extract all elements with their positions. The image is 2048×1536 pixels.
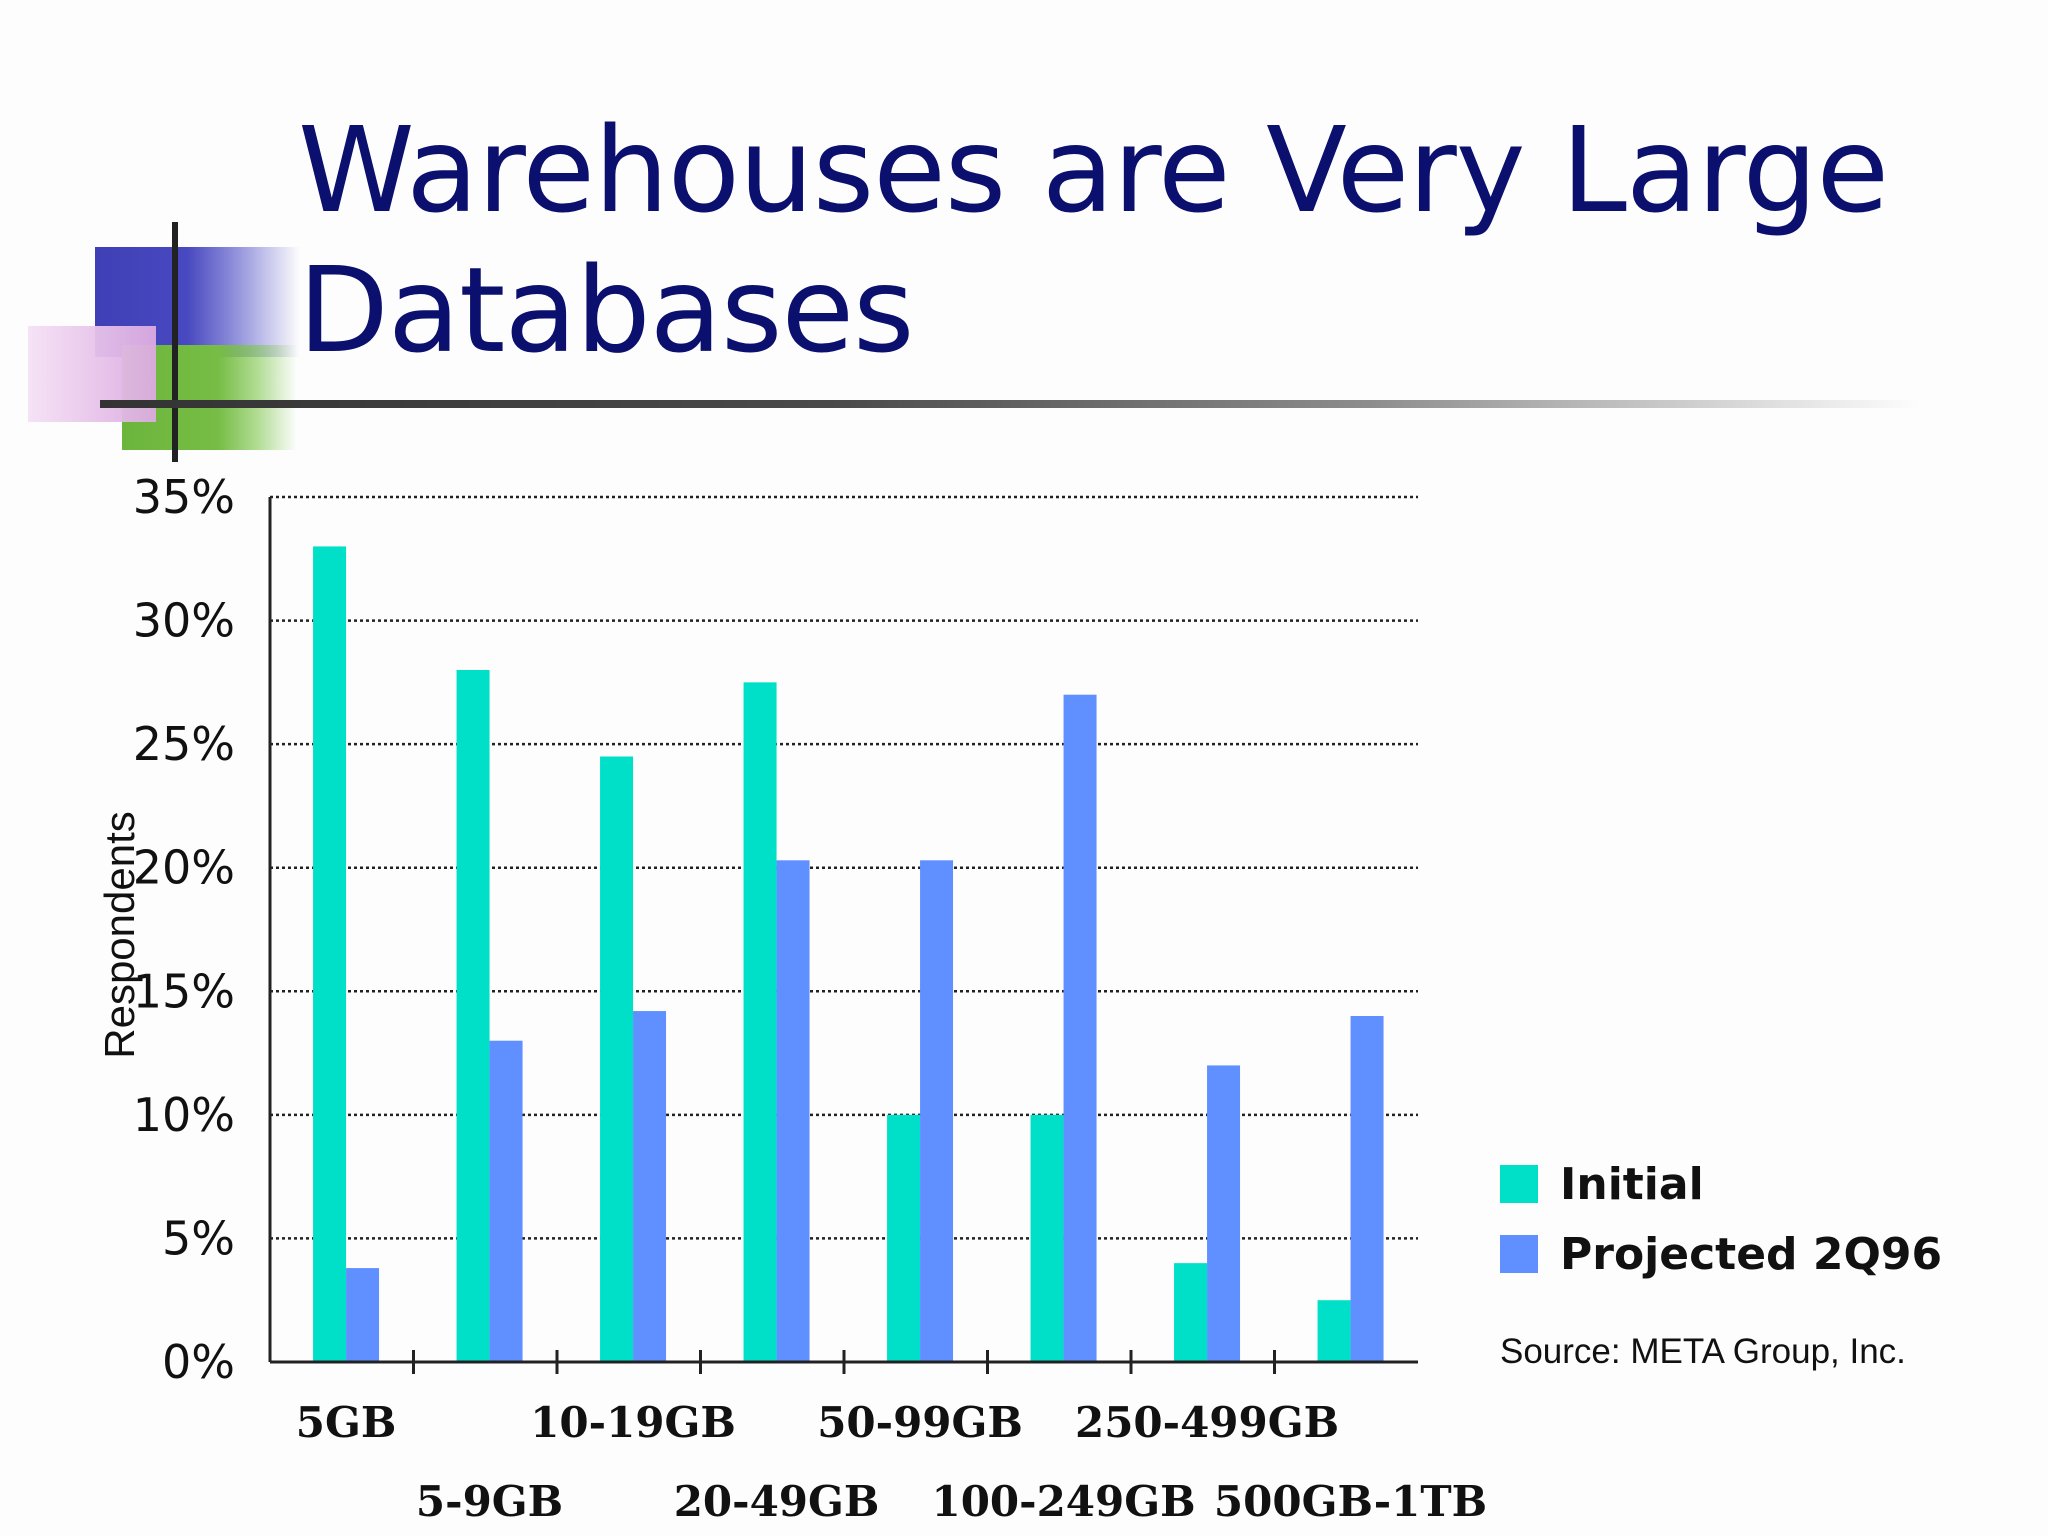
y-tick-label: 0% <box>162 1335 235 1389</box>
x-category-label: 10-19GB <box>530 1398 736 1447</box>
legend-label-projected: Projected 2Q96 <box>1560 1228 1943 1280</box>
slide-title-line-2: Databases <box>298 241 915 379</box>
bar-projected-7 <box>1350 1016 1384 1362</box>
bar-projected-0 <box>346 1268 380 1362</box>
bar-initial-3 <box>743 682 777 1362</box>
legend-item-projected: Projected 2Q96 <box>1500 1228 1943 1280</box>
chart-category-labels: 5GB 5-9GB 10-19GB 20-49GB 50-99GB 100-249GB 25… <box>296 1398 1487 1526</box>
bar-initial-2 <box>600 756 634 1362</box>
bar-projected-4 <box>920 860 954 1362</box>
chart-gridlines <box>270 495 1418 1240</box>
y-tick-label: 25% <box>133 717 235 771</box>
source-note: Source: META Group, Inc. <box>1500 1332 1906 1371</box>
chart-y-tick-labels: 0% 5% 10% 15% 20% 25% 30% 35% <box>133 470 235 1389</box>
legend-swatch-projected <box>1500 1235 1538 1273</box>
y-tick-label: 20% <box>133 841 235 895</box>
legend-swatch-initial <box>1500 1165 1538 1203</box>
x-category-label: 5-9GB <box>416 1477 563 1526</box>
chart-bars <box>313 546 1384 1362</box>
x-category-label: 50-99GB <box>817 1398 1023 1447</box>
x-category-label: 20-49GB <box>674 1477 880 1526</box>
x-category-label: 250-499GB <box>1075 1398 1339 1447</box>
bar-projected-1 <box>489 1040 523 1362</box>
chart-axes <box>268 497 1418 1374</box>
slide-title: Warehouses are Very Large Databases <box>298 100 1889 380</box>
x-category-label: 100-249GB <box>931 1477 1195 1526</box>
x-category-label: 5GB <box>296 1398 397 1447</box>
bar-projected-5 <box>1063 694 1097 1362</box>
y-tick-label: 15% <box>133 964 235 1018</box>
y-tick-label: 30% <box>133 594 235 648</box>
bar-initial-1 <box>456 670 490 1362</box>
y-tick-label: 35% <box>133 470 235 524</box>
bar-projected-2 <box>633 1011 667 1362</box>
bar-initial-4 <box>887 1114 921 1362</box>
y-tick-label: 5% <box>162 1211 235 1265</box>
legend-item-initial: Initial <box>1500 1158 1704 1210</box>
legend-label-initial: Initial <box>1560 1158 1704 1210</box>
y-axis-label: Respondents <box>96 811 143 1059</box>
bar-projected-3 <box>776 860 810 1362</box>
bar-initial-6 <box>1174 1263 1208 1362</box>
x-category-label: 500GB-1TB <box>1214 1477 1487 1526</box>
bar-initial-7 <box>1317 1300 1351 1362</box>
bar-initial-5 <box>1030 1114 1064 1362</box>
slide-title-line-1: Warehouses are Very Large <box>298 101 1889 239</box>
bar-projected-6 <box>1207 1065 1241 1362</box>
bar-initial-0 <box>313 546 347 1362</box>
y-tick-label: 10% <box>133 1088 235 1142</box>
